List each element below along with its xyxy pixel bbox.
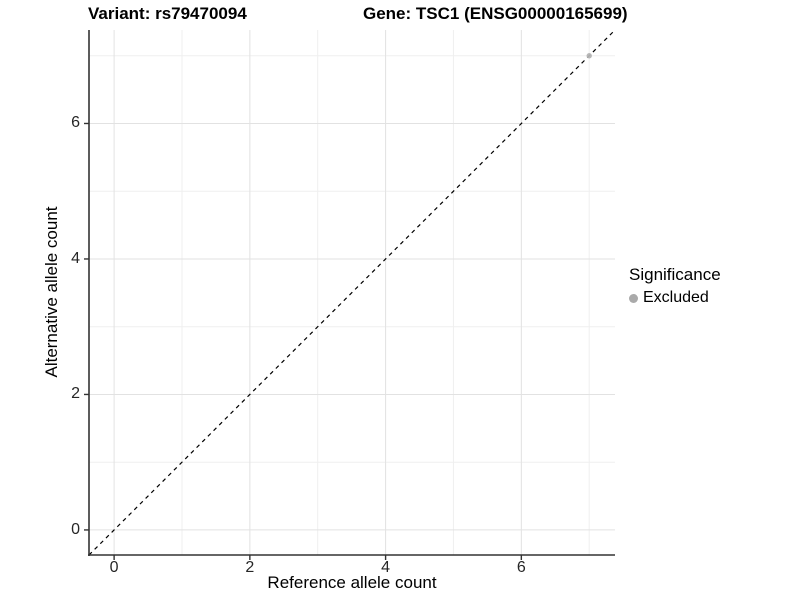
plot-title-variant: Variant: rs79470094 — [88, 4, 247, 23]
y-axis-title: Alternative allele count — [42, 206, 61, 378]
identity-reference-line — [89, 30, 615, 555]
x-tick-label: 0 — [109, 559, 119, 576]
y-tick-label: 6 — [71, 114, 80, 132]
data-point — [586, 53, 592, 59]
x-axis-title: Reference allele count — [267, 573, 437, 592]
x-tick-label: 2 — [245, 559, 255, 576]
x-tick-label: 6 — [516, 559, 526, 576]
legend: Significance Excluded — [629, 265, 721, 307]
plot-title-gene: Gene: TSC1 (ENSG00000165699) — [363, 4, 628, 23]
legend-item-excluded: Excluded — [629, 289, 721, 307]
y-tick-label: 4 — [71, 249, 80, 267]
x-tick-label: 4 — [381, 559, 391, 576]
y-tick-label: 0 — [71, 520, 80, 538]
legend-point-icon — [629, 293, 638, 303]
legend-title: Significance — [629, 265, 721, 284]
y-tick-label: 2 — [71, 385, 80, 403]
legend-item-label: Excluded — [643, 289, 709, 306]
